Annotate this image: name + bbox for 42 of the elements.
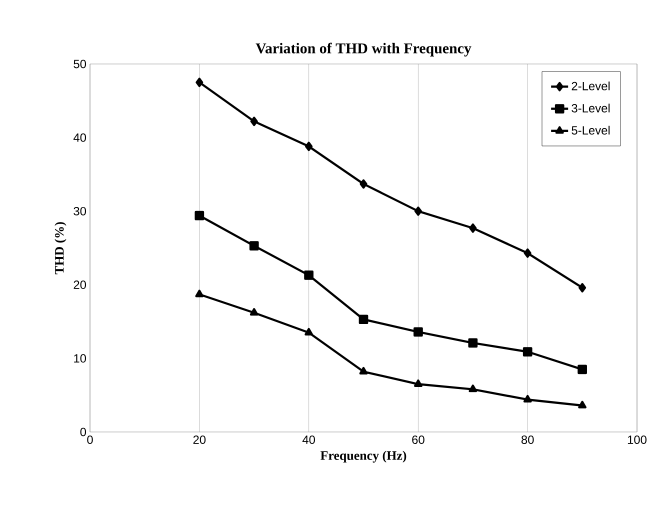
chart-title: Variation of THD with Frequency: [256, 42, 472, 56]
legend-label: 2-Level: [572, 82, 610, 90]
point: [194, 210, 204, 220]
point: [195, 290, 204, 298]
point: [250, 116, 258, 126]
y-tick-label: 40: [73, 133, 86, 142]
x-tick-label: 100: [628, 436, 647, 444]
point: [249, 241, 259, 250]
point: [522, 347, 532, 356]
point: [578, 400, 587, 408]
point: [469, 223, 477, 233]
point: [524, 248, 532, 258]
x-axis-title: Frequency (Hz): [320, 450, 406, 463]
point: [304, 328, 314, 336]
legend-label: 5-Level: [572, 126, 610, 135]
point: [578, 283, 586, 292]
legend-label: 3-Level: [572, 104, 610, 112]
point: [250, 308, 258, 316]
y-axis-title: THD (%): [54, 222, 66, 274]
y-tick-label: 50: [74, 60, 86, 68]
x-tick-label: 40: [302, 436, 315, 444]
x-tick-label: 80: [521, 436, 534, 444]
point: [358, 314, 368, 324]
x-tick-label: 20: [193, 436, 206, 444]
point: [468, 384, 478, 392]
point: [414, 327, 423, 337]
point: [414, 206, 422, 216]
x-tick-label: 60: [412, 436, 424, 444]
y-tick-label: 20: [74, 280, 86, 290]
point: [304, 270, 314, 280]
point: [359, 366, 368, 375]
point: [523, 394, 532, 402]
point: [196, 78, 204, 88]
point: [578, 364, 587, 374]
point: [305, 142, 313, 152]
x-tick-label: 0: [87, 436, 93, 444]
y-tick-label: 10: [74, 354, 86, 363]
point: [414, 379, 422, 388]
point: [360, 179, 368, 189]
point: [468, 338, 478, 348]
y-tick-label: 0: [80, 428, 86, 436]
y-tick-label: 30: [74, 206, 86, 216]
